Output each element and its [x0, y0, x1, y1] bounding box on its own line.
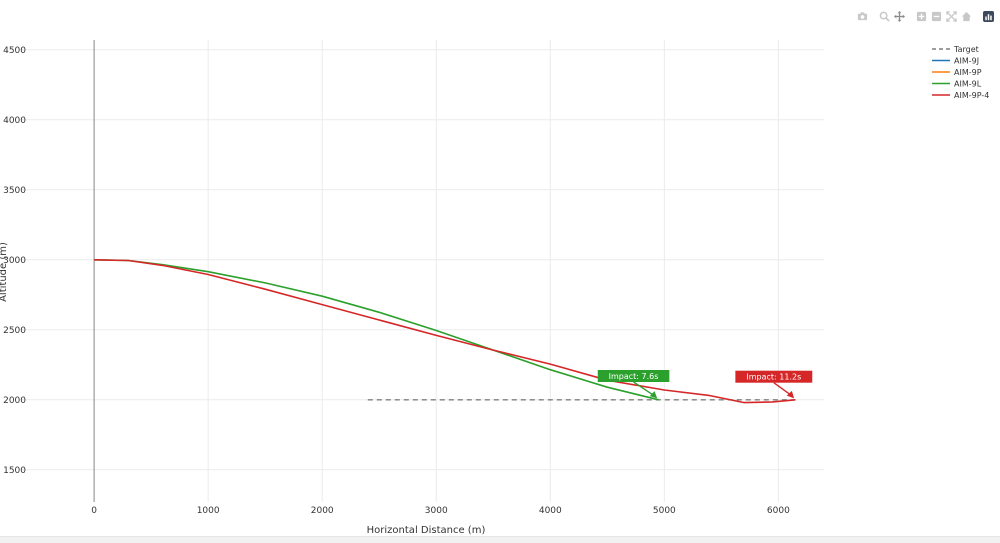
annotation-label-box [735, 370, 813, 383]
zoom-icon[interactable] [878, 10, 890, 22]
legend-label: AIM-9J [954, 57, 979, 66]
x-tick-label: 3000 [425, 506, 448, 516]
legend-label: AIM-9P [954, 68, 982, 77]
legend-item[interactable]: AIM-9P-4 [932, 91, 989, 100]
annotation-label: Impact: 11.2s [746, 373, 801, 382]
x-tick-label: 0 [91, 506, 97, 516]
annotation-label: Impact: 7.6s [609, 372, 659, 381]
legend-item[interactable]: Target [932, 45, 979, 54]
axes-layer: 0 1000 2000 3000 4000 5000 6000 1500 2000 2500 300… [3, 40, 790, 516]
modebar-zoom-group [878, 10, 905, 22]
y-tick-label: 4500 [3, 46, 26, 56]
autoscale-icon[interactable] [945, 10, 957, 22]
plotly-logo-icon[interactable] [982, 10, 994, 22]
y-tick-label: 2000 [3, 396, 26, 406]
home-icon[interactable] [960, 10, 972, 22]
annotation-label-box [597, 370, 670, 382]
modebar-logo-group [982, 10, 994, 22]
annotation-arrow-head [649, 391, 658, 399]
series-layer [94, 259, 796, 404]
legend-label: AIM-9L [954, 80, 982, 89]
annotation-arrow-line [633, 381, 655, 397]
zoom-in-icon[interactable] [915, 10, 927, 22]
annotation-arrow-line [773, 382, 792, 396]
y-axis-title: Altitude (m) [0, 242, 9, 302]
legend-label: Target [953, 45, 979, 54]
camera-icon[interactable] [856, 10, 868, 22]
annotation-layer: Impact: 7.6s Impact: 11.2s [597, 370, 813, 399]
legend-item[interactable]: AIM-9J [932, 57, 979, 66]
annotation-arrow-head [786, 390, 795, 399]
x-axis-title: Horizontal Distance (m) [367, 525, 486, 536]
y-tick-label: 1500 [3, 466, 26, 476]
y-tick-label: 4000 [3, 116, 26, 126]
series-line-aim-9p-4 [94, 259, 796, 404]
legend-item[interactable]: AIM-9L [932, 80, 982, 89]
y-tick-label: 3000 [3, 256, 26, 266]
x-tick-label: 4000 [539, 506, 562, 516]
pan-icon[interactable] [893, 10, 905, 22]
modebar [856, 10, 994, 22]
legend-item[interactable]: AIM-9P [932, 68, 982, 77]
legend: Target AIM-9J AIM-9P AIM-9L AIM-9P-4 [932, 45, 989, 100]
legend-label: AIM-9P-4 [954, 91, 989, 100]
zoom-out-icon[interactable] [930, 10, 942, 22]
x-tick-label: 6000 [767, 506, 790, 516]
grid-layer [20, 40, 824, 502]
y-tick-label: 2500 [3, 326, 26, 336]
modebar-scale-group [915, 10, 972, 22]
bottom-scrollbar [0, 536, 1000, 543]
x-tick-label: 5000 [653, 506, 676, 516]
x-tick-label: 2000 [311, 506, 334, 516]
y-tick-label: 3500 [3, 186, 26, 196]
x-tick-label: 1000 [197, 506, 220, 516]
